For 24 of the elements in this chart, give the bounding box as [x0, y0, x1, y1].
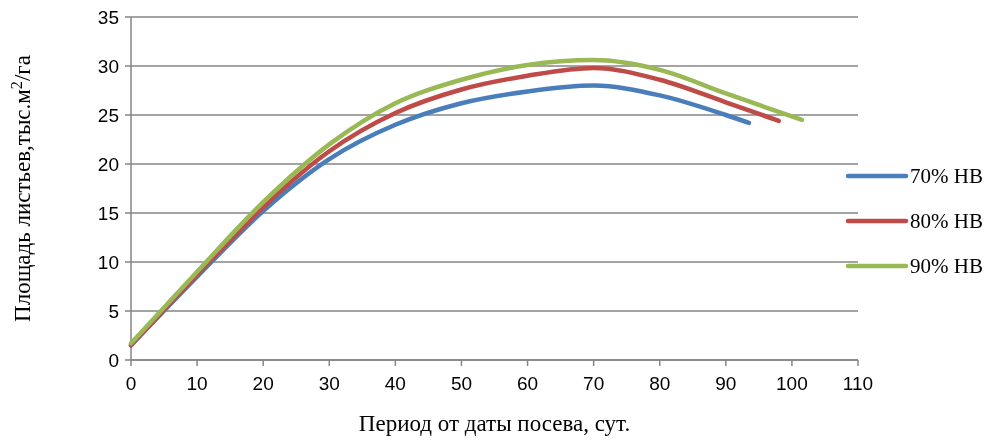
- y-tick-label: 0: [108, 349, 119, 371]
- x-axis-title: Период от даты посева, сут.: [358, 411, 631, 436]
- x-tick-label: 60: [516, 373, 539, 394]
- x-tick-label: 20: [252, 373, 274, 394]
- y-tick-label: 10: [97, 251, 119, 273]
- x-tick-label: 40: [384, 373, 406, 394]
- x-tick-label: 30: [318, 373, 340, 394]
- legend-label: 70% НВ: [910, 164, 983, 189]
- y-tick-label: 15: [97, 202, 119, 224]
- legend-label: 80% НВ: [910, 209, 983, 234]
- legend-label: 90% НВ: [910, 254, 983, 279]
- y-tick-label: 35: [97, 6, 119, 28]
- y-tick-label: 30: [97, 55, 119, 77]
- x-tick-label: 110: [842, 373, 874, 394]
- y-tick-label: 20: [97, 153, 119, 175]
- x-tick-label: 50: [450, 373, 473, 394]
- y-tick-label: 5: [108, 300, 119, 322]
- y-tick-label: 25: [97, 104, 119, 126]
- x-tick-label: 100: [776, 373, 808, 394]
- x-tick-label: 70: [583, 373, 605, 394]
- x-tick-label: 10: [186, 373, 208, 394]
- x-tick-label: 80: [649, 373, 671, 394]
- x-tick-label: 90: [715, 373, 737, 394]
- x-tick-label: 0: [125, 373, 137, 394]
